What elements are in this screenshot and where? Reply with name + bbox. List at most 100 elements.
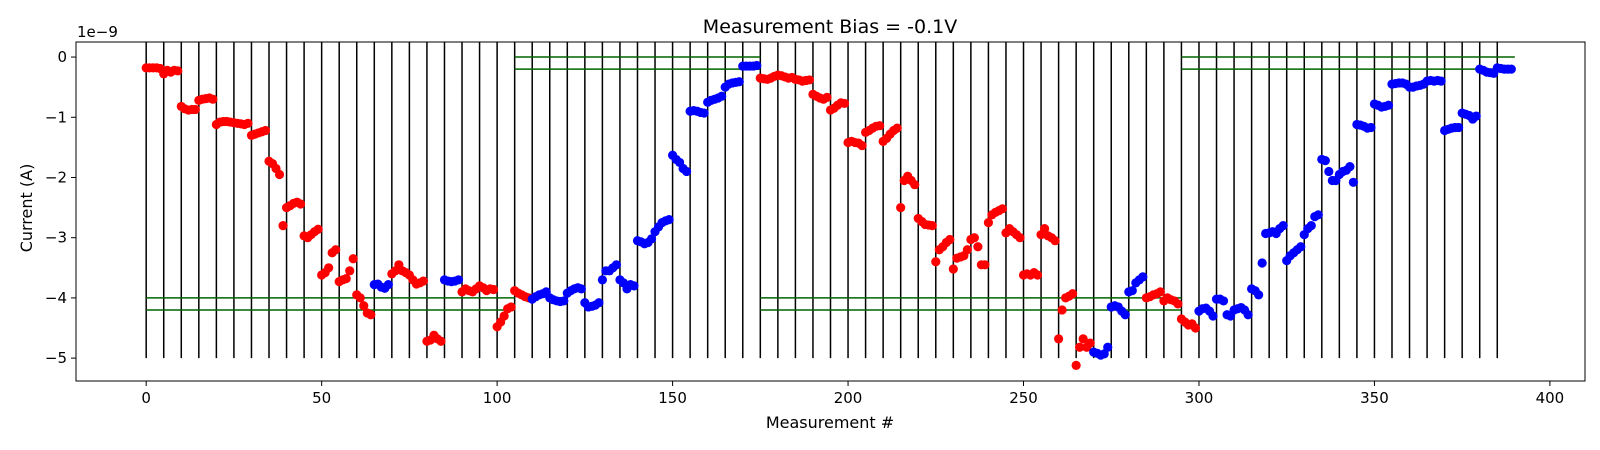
data-point-red — [1173, 299, 1183, 309]
data-point-blue — [453, 275, 464, 285]
data-point-red — [173, 66, 183, 76]
data-point-red — [931, 257, 941, 267]
data-point-blue — [597, 275, 607, 285]
data-point-red — [359, 301, 369, 311]
data-point-blue — [1366, 122, 1376, 133]
data-point-red — [355, 293, 365, 303]
data-point-red — [1071, 360, 1081, 370]
data-point-red — [1054, 334, 1064, 344]
data-point-blue — [1138, 272, 1148, 282]
x-tick-label: 200 — [834, 389, 863, 407]
data-point-blue — [383, 280, 393, 290]
data-point-red — [1190, 323, 1201, 333]
data-point-red — [208, 94, 218, 104]
data-point-red — [910, 180, 920, 190]
data-point-red — [1032, 270, 1043, 280]
y-tick-label: −4 — [45, 289, 67, 307]
axes-border — [75, 41, 1586, 382]
data-point-red — [875, 121, 885, 131]
data-point-red — [857, 140, 867, 151]
data-point-red — [927, 221, 937, 231]
plot-area — [141, 42, 1516, 370]
data-point-red — [1085, 338, 1095, 348]
data-point-blue — [699, 108, 709, 118]
data-point-red — [1068, 289, 1078, 299]
data-point-blue — [752, 60, 762, 71]
data-point-red — [1075, 342, 1085, 352]
data-point-red — [243, 118, 253, 128]
data-point-red — [499, 311, 509, 321]
data-point-red — [295, 199, 306, 209]
x-tick-label: 350 — [1360, 389, 1389, 407]
data-point-blue — [1313, 210, 1323, 220]
data-point-blue — [1218, 296, 1229, 306]
data-point-blue — [1383, 100, 1394, 110]
data-point-blue — [611, 260, 622, 270]
data-point-blue — [1345, 162, 1355, 172]
x-tick-label: 100 — [483, 389, 512, 407]
data-point-red — [1057, 305, 1067, 315]
data-point-red — [822, 92, 832, 102]
data-point-red — [948, 264, 958, 274]
data-point-blue — [1127, 286, 1137, 296]
data-point-red — [1015, 233, 1025, 243]
data-point-red — [324, 263, 334, 273]
y-tick-label: −5 — [45, 349, 67, 367]
data-point-blue — [646, 234, 657, 244]
data-point-blue — [1254, 290, 1264, 300]
y-tick-label: −3 — [45, 229, 67, 247]
data-point-red — [341, 274, 351, 284]
data-point-blue — [1471, 111, 1481, 121]
data-point-red — [260, 125, 271, 136]
data-point-blue — [1257, 258, 1267, 268]
data-point-red — [190, 104, 200, 115]
y-tick-label: 0 — [57, 48, 67, 66]
data-point-red — [436, 336, 446, 346]
data-point-blue — [1278, 221, 1288, 231]
data-point-red — [969, 233, 979, 243]
data-point-blue — [1120, 310, 1130, 320]
data-point-red — [892, 123, 902, 133]
data-point-blue — [1243, 310, 1253, 320]
y-tick-label: −2 — [45, 168, 67, 186]
data-point-blue — [559, 296, 569, 306]
y-tick-label: −1 — [45, 108, 67, 126]
chart-title: Measurement Bias = -0.1V — [703, 16, 957, 38]
data-point-red — [506, 302, 516, 312]
x-tick-label: 50 — [312, 389, 331, 407]
data-point-blue — [629, 281, 639, 291]
data-point-red — [345, 266, 355, 276]
data-point-blue — [1296, 242, 1306, 252]
data-point-red — [839, 98, 850, 109]
data-point-red — [983, 218, 994, 228]
data-point-red — [313, 224, 323, 234]
data-point-blue — [576, 284, 586, 294]
data-point-red — [1050, 236, 1060, 246]
data-point-red — [489, 284, 499, 295]
y-offset-label: 1e−9 — [77, 23, 118, 41]
y-axis-title: Current (A) — [17, 164, 36, 253]
data-point-red — [804, 75, 815, 85]
data-point-blue — [1306, 221, 1316, 231]
data-point-red — [274, 169, 285, 180]
data-point-blue — [1348, 177, 1358, 187]
data-point-blue — [1208, 311, 1218, 321]
data-point-red — [896, 202, 906, 213]
x-axis-title: Measurement # — [766, 413, 894, 432]
data-point-red — [997, 204, 1008, 214]
data-point-blue — [717, 91, 727, 101]
data-point-red — [973, 242, 983, 252]
data-point-blue — [1454, 122, 1464, 133]
data-point-red — [1078, 334, 1088, 344]
data-point-red — [348, 254, 358, 264]
data-point-blue — [1506, 64, 1516, 74]
data-point-blue — [664, 215, 674, 225]
data-point-blue — [734, 77, 744, 87]
x-tick-label: 0 — [141, 389, 151, 407]
data-point-red — [1155, 287, 1165, 297]
x-tick-label: 400 — [1536, 389, 1565, 407]
data-point-blue — [682, 166, 692, 177]
x-tick-label: 250 — [1009, 389, 1038, 407]
